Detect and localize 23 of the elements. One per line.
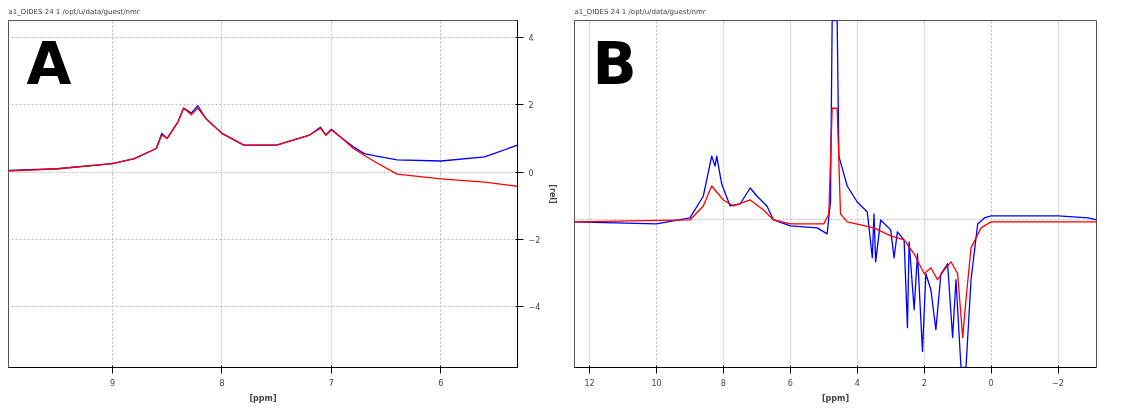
x-tick-label: 7	[328, 378, 334, 388]
x-tick-label: 8	[720, 378, 726, 388]
y-tick-label: 2	[528, 101, 534, 111]
annotation: B	[592, 29, 637, 98]
y-tick-label: −4	[528, 303, 541, 313]
annotation: A	[26, 29, 72, 98]
x-tick-label: 6	[787, 378, 793, 388]
y-tick-label: 0	[528, 168, 534, 178]
x-tick-label: 12	[584, 378, 595, 388]
x-tick-label: 0	[988, 378, 994, 388]
y-tick-label: 4	[528, 33, 534, 43]
x-tick-label: 8	[219, 378, 225, 388]
x-tick-label: −2	[1052, 378, 1064, 388]
x-tick-label: 4	[854, 378, 860, 388]
x-tick-label: 6	[438, 378, 444, 388]
y-tick-label: −2	[528, 235, 541, 245]
x-tick-label: 10	[651, 378, 662, 388]
x-tick-label: 9	[109, 378, 116, 388]
x-tick-label: 2	[921, 378, 927, 388]
line-series	[8, 107, 518, 187]
y-axis-title: [rel]	[548, 184, 558, 204]
x-axis-title: [ppm]	[821, 393, 850, 403]
x-axis-title: [ppm]	[249, 393, 277, 403]
